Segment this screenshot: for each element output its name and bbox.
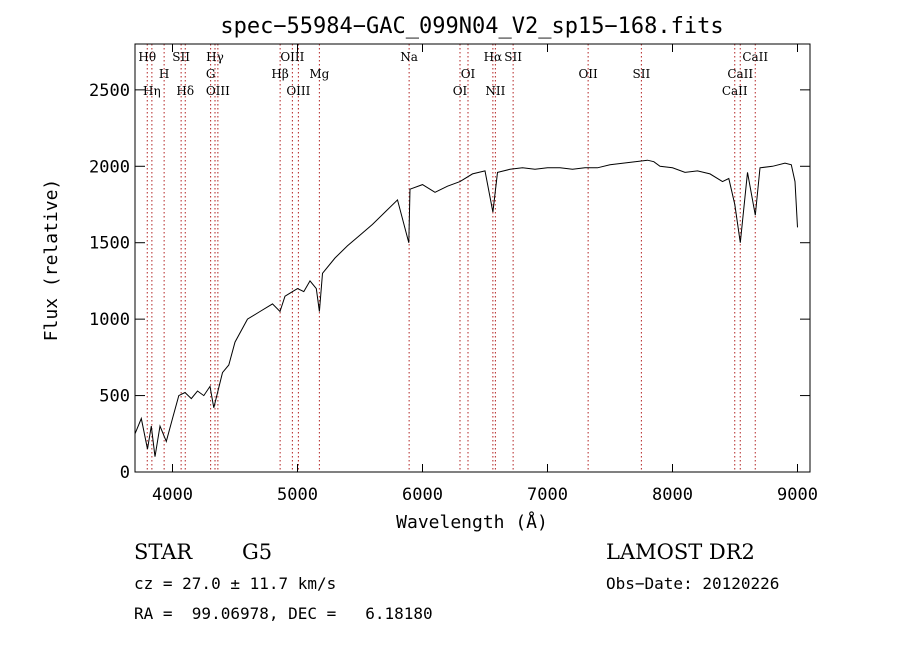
x-tick-label: 9000 [777, 485, 818, 505]
line-label: CaII [722, 84, 748, 98]
line-label: CaII [727, 67, 753, 81]
line-label: Hθ [138, 50, 156, 64]
redshift-text: cz = 27.0 ± 11.7 km/s [134, 574, 337, 593]
object-subclass: G5 [242, 540, 273, 564]
plot-frame [134, 43, 811, 473]
line-label: Hγ [206, 50, 224, 64]
line-label: G [206, 67, 216, 81]
x-tick-label: 6000 [402, 485, 443, 505]
line-label: Hδ [176, 84, 194, 98]
survey-label: LAMOST DR2 [606, 540, 755, 564]
line-label: Hβ [271, 67, 288, 81]
flux-series-line [134, 159, 798, 457]
line-label: H [159, 67, 169, 81]
line-label: SII [633, 67, 651, 81]
y-tick-label: 2500 [89, 81, 130, 101]
obs-date-text: Obs−Date: 20120226 [606, 574, 780, 593]
y-axis-label: Flux (relative) [41, 179, 62, 342]
y-tick-label: 2000 [89, 157, 130, 177]
line-label: Mg [309, 67, 329, 81]
x-tick-label: 8000 [652, 485, 693, 505]
coordinates-text: RA = 99.06978, DEC = 6.18180 [134, 604, 433, 623]
object-class: STAR [134, 540, 193, 564]
line-label: Hα [484, 50, 503, 64]
x-axis-label: Wavelength (Å) [396, 511, 548, 533]
x-tick-label: 4000 [152, 485, 193, 505]
y-tick-label: 1500 [89, 234, 130, 254]
x-tick-label: 5000 [277, 485, 318, 505]
line-label: OIII [280, 50, 304, 64]
line-label: OII [578, 67, 598, 81]
x-axis-ticks: 4000 5000 6000 7000 8000 9000 [152, 44, 818, 505]
line-label: CaII [742, 50, 768, 64]
line-label: NII [485, 84, 505, 98]
x-tick-label: 7000 [527, 485, 568, 505]
line-label: OIII [206, 84, 230, 98]
y-axis-ticks: 0 500 1000 1500 2000 2500 [89, 81, 810, 483]
line-label: SII [172, 50, 190, 64]
line-label: Na [400, 50, 418, 64]
spectral-line-markers [146, 44, 756, 472]
line-label: OI [461, 67, 476, 81]
line-label: OI [453, 84, 468, 98]
line-label: SII [504, 50, 522, 64]
line-label: Hη [143, 84, 161, 98]
y-tick-label: 0 [120, 463, 130, 483]
y-tick-label: 1000 [89, 310, 130, 330]
chart-title: spec−55984−GAC_099N04_V2_sp15−168.fits [220, 14, 723, 39]
line-label: OIII [286, 84, 310, 98]
y-tick-label: 500 [99, 387, 130, 407]
